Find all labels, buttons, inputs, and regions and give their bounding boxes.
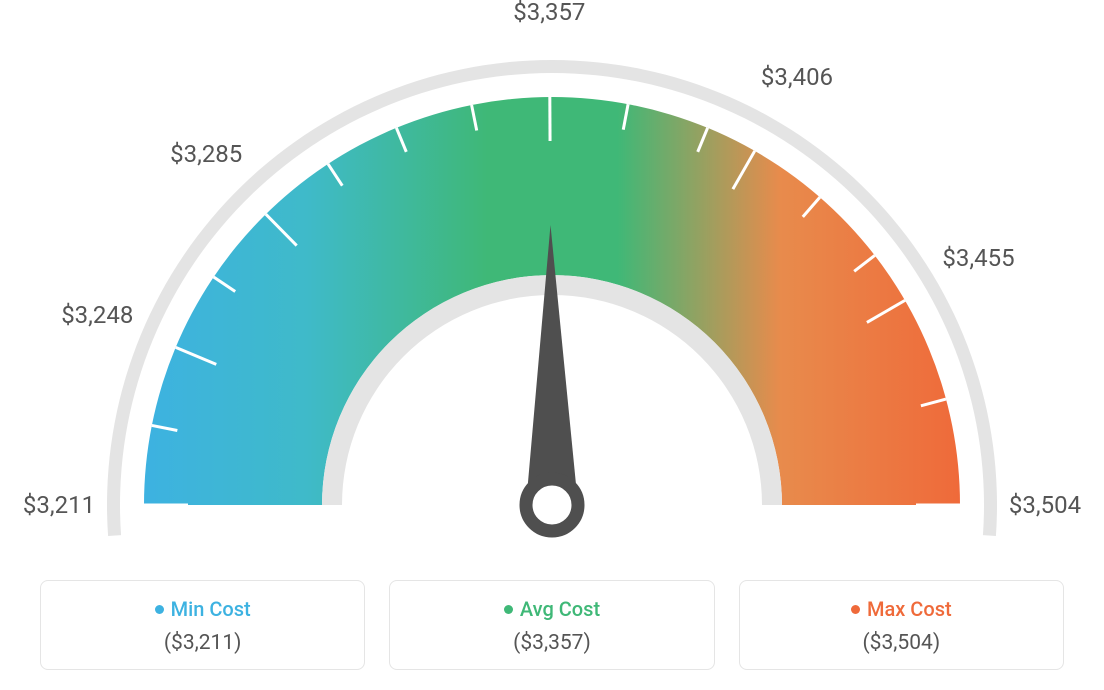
dot-min bbox=[155, 605, 164, 614]
gauge-svg bbox=[0, 0, 1104, 560]
tick-label: $3,285 bbox=[170, 140, 242, 168]
tick-label: $3,406 bbox=[761, 63, 833, 91]
legend-value-avg: ($3,357) bbox=[400, 631, 703, 655]
legend-title-avg: Avg Cost bbox=[400, 597, 703, 621]
legend-value-max: ($3,504) bbox=[750, 631, 1053, 655]
tick-label: $3,211 bbox=[23, 491, 95, 519]
legend-title-min: Min Cost bbox=[51, 597, 354, 621]
legend-card-avg: Avg Cost ($3,357) bbox=[389, 580, 714, 670]
tick-label: $3,248 bbox=[61, 301, 133, 329]
dot-max bbox=[851, 605, 860, 614]
legend-value-min: ($3,211) bbox=[51, 631, 354, 655]
gauge: $3,211 $3,248 $3,285 $3,357 $3,406 $3,455 $3,5… bbox=[0, 0, 1104, 560]
legend-card-min: Min Cost ($3,211) bbox=[40, 580, 365, 670]
legend-title-avg-text: Avg Cost bbox=[520, 597, 600, 621]
tick-label: $3,357 bbox=[513, 0, 585, 26]
legend-card-max: Max Cost ($3,504) bbox=[739, 580, 1064, 670]
tick-label: $3,455 bbox=[942, 244, 1014, 272]
chart-container: $3,211 $3,248 $3,285 $3,357 $3,406 $3,455 $3,5… bbox=[0, 0, 1104, 690]
needle-hub bbox=[526, 479, 578, 531]
legend-title-max-text: Max Cost bbox=[867, 597, 952, 621]
tick-label: $3,504 bbox=[1009, 491, 1081, 519]
legend-title-max: Max Cost bbox=[750, 597, 1053, 621]
dot-avg bbox=[504, 605, 513, 614]
legend-title-min-text: Min Cost bbox=[171, 597, 251, 621]
legend: Min Cost ($3,211) Avg Cost ($3,357) Max … bbox=[40, 580, 1064, 670]
